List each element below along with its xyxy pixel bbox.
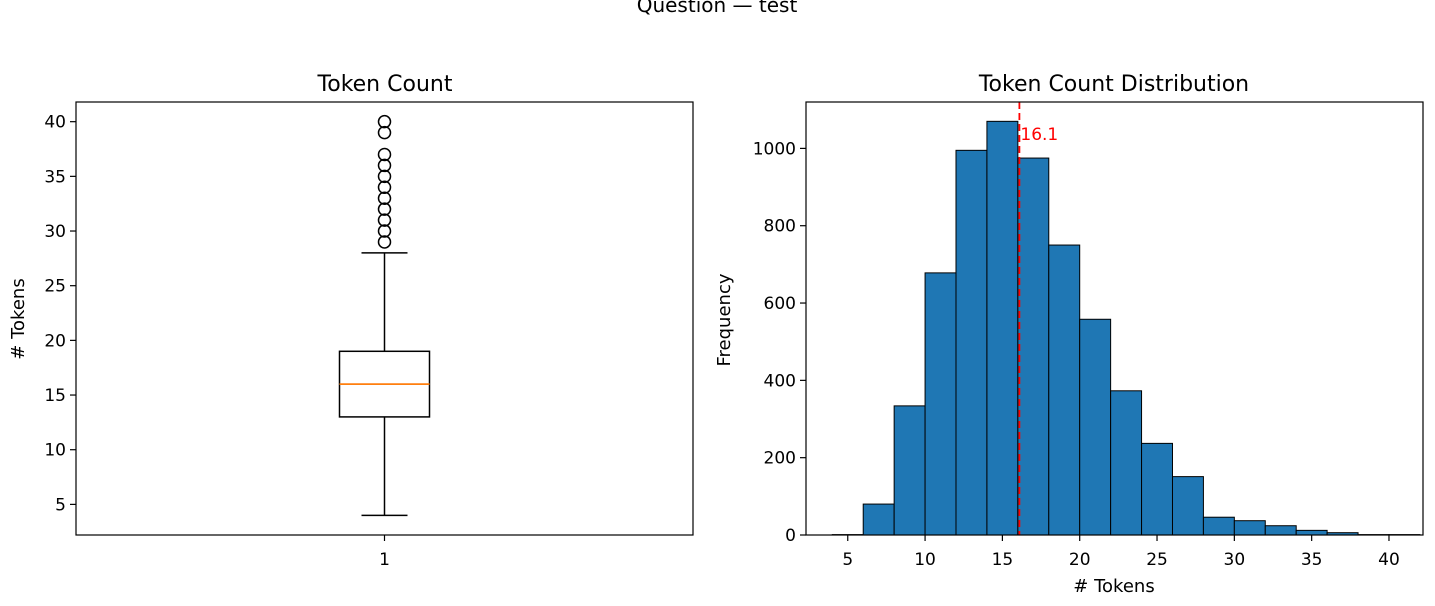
box-plot-y-ticks: 5 10 15 20 25 30 35 40 (44, 113, 76, 515)
histogram-x-tick-label: 40 (1378, 550, 1400, 570)
histogram-bar (1017, 157, 1050, 536)
histogram-bar (955, 149, 988, 536)
box-plot-y-axis-label: # Tokens (8, 278, 29, 359)
box-plot-title: Token Count (317, 72, 453, 97)
box-plot-outlier-point (377, 191, 392, 205)
histogram-mean-label: 16.1 (1020, 125, 1058, 145)
histogram-x-tick-label: 35 (1301, 550, 1323, 570)
box-plot-outlier-point (377, 180, 392, 195)
box-plot-outlier-point (377, 202, 392, 216)
histogram-bar (924, 272, 957, 536)
box-plot-y-tick-label: 5 (55, 495, 66, 515)
histogram-bar (986, 120, 1019, 536)
box-plot-marks (338, 114, 431, 517)
histogram-bar (1233, 520, 1266, 536)
histogram-x-tick-label: 30 (1224, 550, 1246, 570)
histogram-y-tick-label: 1000 (753, 139, 796, 159)
box-plot-y-tick-label: 30 (44, 222, 66, 242)
box-plot-outlier-point (377, 147, 392, 162)
box-plot-outlier-point (377, 213, 392, 227)
box-plot-y-tick-label: 35 (44, 167, 66, 187)
histogram-y-axis-label: Frequency (714, 273, 735, 366)
histogram-axes-frame (805, 101, 1424, 536)
box-plot-x-tick-label: 1 (379, 550, 390, 570)
box-plot-y-tick-label: 20 (44, 331, 66, 351)
histogram-y-tick-label: 400 (764, 371, 796, 391)
box-plot-chart: Token Count # Tokens 5 10 15 20 25 30 35 40 1 (8, 72, 694, 570)
histogram-bar (893, 405, 926, 536)
histogram-x-tick-label: 25 (1146, 550, 1168, 570)
histogram-bar (862, 503, 895, 536)
box-plot-outlier-point (377, 224, 392, 238)
histogram-bar (1171, 476, 1204, 536)
histogram-bars (831, 120, 1421, 536)
histogram-bar (1048, 244, 1081, 536)
histogram-bar (1295, 529, 1328, 536)
histogram-bar (1110, 390, 1143, 536)
histogram-x-tick-label: 5 (842, 550, 853, 570)
histogram-bar (1264, 525, 1297, 536)
histogram-y-tick-label: 200 (764, 449, 796, 469)
histogram-x-tick-label: 10 (914, 550, 936, 570)
box-plot-outlier-point (377, 125, 392, 140)
box-plot-y-tick-label: 25 (44, 277, 66, 297)
box-plot-y-tick-label: 10 (44, 441, 66, 461)
histogram-bar (1079, 318, 1112, 536)
histogram-x-tick-label: 15 (992, 550, 1014, 570)
box-plot-y-tick-label: 40 (44, 113, 66, 133)
box-plot-x-ticks: 1 (379, 535, 390, 570)
figure-suptitle: Question — test (637, 0, 798, 17)
box-plot-outlier-point (377, 158, 392, 173)
histogram-y-tick-label: 0 (785, 526, 796, 546)
box-plot-outlier-point (377, 235, 392, 249)
histogram-mean-marker: 16.1 (1018, 102, 1058, 535)
histogram-x-ticks: 5 10 15 20 25 30 35 40 (842, 535, 1400, 570)
histogram-x-axis-label: # Tokens (1073, 576, 1154, 597)
histogram-y-tick-label: 800 (764, 217, 796, 237)
box-plot-y-tick-label: 15 (44, 386, 66, 406)
histogram-chart: Token Count Distribution Frequency # Tok… (714, 72, 1424, 597)
histogram-title: Token Count Distribution (978, 72, 1249, 97)
histogram-bar (1202, 516, 1235, 536)
histogram-y-tick-label: 600 (764, 294, 796, 314)
box-plot-outlier-point (377, 169, 392, 184)
box-plot-axes-frame (75, 101, 694, 536)
histogram-bar (1141, 442, 1173, 536)
histogram-x-tick-label: 20 (1069, 550, 1091, 570)
box-plot-outlier-point (377, 114, 392, 129)
histogram-y-ticks: 0 200 400 600 800 1000 (753, 139, 806, 546)
